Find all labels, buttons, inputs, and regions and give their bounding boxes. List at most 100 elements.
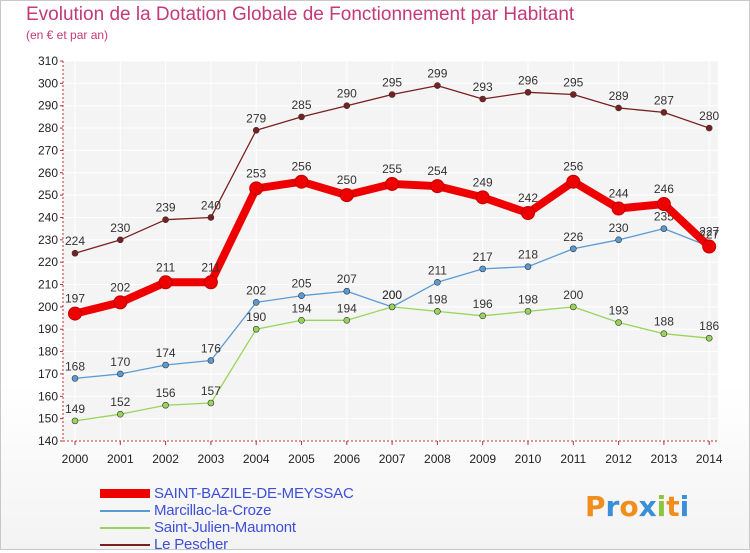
- legend-item: Saint-Julien-Maumont: [100, 519, 354, 536]
- data-point: [521, 206, 535, 220]
- data-point: [158, 275, 173, 290]
- data-point: [343, 316, 351, 324]
- y-tick-label: 240: [38, 210, 58, 224]
- data-point: [249, 181, 264, 196]
- data-label: 188: [654, 315, 674, 329]
- data-label: 170: [110, 355, 130, 369]
- y-tick-label: 280: [38, 121, 58, 135]
- data-label: 200: [382, 288, 402, 302]
- data-point: [479, 95, 487, 103]
- data-point: [615, 236, 622, 244]
- data-label: 254: [427, 164, 447, 178]
- data-point: [71, 249, 79, 257]
- y-tick-label: 250: [38, 188, 58, 202]
- legend-label: Marcillac-la-Croze: [154, 502, 272, 519]
- data-point: [430, 179, 445, 194]
- data-label: 218: [518, 248, 538, 262]
- y-tick-label: 170: [38, 367, 58, 381]
- data-point: [524, 263, 532, 270]
- data-point: [569, 245, 577, 253]
- data-point: [117, 370, 124, 378]
- data-label: 156: [156, 386, 176, 400]
- y-tick-label: 310: [38, 54, 58, 68]
- chart-subtitle: (en € et par an): [26, 28, 109, 42]
- data-point: [660, 225, 668, 232]
- y-tick-label: 210: [38, 278, 58, 292]
- data-label: 250: [337, 173, 357, 187]
- chart-title: Evolution de la Dotation Globale de Fonc…: [26, 4, 575, 25]
- data-label: 242: [518, 191, 538, 205]
- data-point: [705, 124, 713, 132]
- y-tick-label: 140: [38, 434, 58, 448]
- data-point: [68, 306, 82, 321]
- data-label: 198: [427, 292, 447, 306]
- x-tick-label: 2011: [560, 452, 586, 466]
- data-point: [524, 88, 532, 96]
- y-tick-label: 300: [38, 76, 58, 90]
- data-point: [611, 201, 626, 216]
- x-tick-label: 2001: [107, 452, 134, 466]
- x-tick-label: 2000: [62, 452, 89, 466]
- data-point: [566, 174, 581, 189]
- legend-item: Marcillac-la-Croze: [100, 502, 354, 519]
- data-label: 202: [246, 283, 266, 297]
- data-label: 230: [110, 221, 130, 235]
- data-point: [298, 292, 305, 300]
- data-point: [113, 295, 128, 310]
- data-label: 244: [609, 187, 629, 201]
- logo-letter: P: [585, 490, 606, 523]
- data-point: [71, 417, 79, 425]
- data-label: 249: [473, 175, 493, 189]
- x-tick-label: 2014: [696, 452, 723, 466]
- data-point: [479, 312, 487, 320]
- data-label: 149: [65, 402, 85, 416]
- data-point: [207, 357, 215, 364]
- data-label: 253: [246, 166, 266, 180]
- data-label: 290: [337, 87, 357, 101]
- data-label: 157: [201, 384, 221, 398]
- data-label: 239: [156, 201, 176, 215]
- data-point: [524, 308, 532, 315]
- data-point: [207, 399, 215, 407]
- legend-swatch: [100, 543, 150, 546]
- data-label: 211: [156, 260, 175, 274]
- data-label: 152: [110, 395, 130, 409]
- data-point: [615, 319, 622, 326]
- legend-label: Le Pescher: [154, 536, 228, 553]
- data-label: 289: [609, 89, 629, 103]
- data-point: [207, 214, 215, 221]
- data-label: 205: [291, 277, 311, 291]
- legend-label: SAINT-BAZILE-DE-MEYSSAC: [154, 485, 354, 502]
- data-point: [660, 330, 668, 338]
- data-label: 256: [563, 160, 583, 174]
- legend-label: Saint-Julien-Maumont: [154, 519, 296, 536]
- data-label: 224: [65, 234, 85, 248]
- data-point: [203, 275, 218, 290]
- data-label: 230: [609, 221, 629, 235]
- data-point: [434, 278, 441, 286]
- logo-letter: i: [679, 490, 690, 523]
- plot-area: [63, 61, 718, 441]
- data-label: 295: [382, 76, 402, 90]
- data-label: 207: [337, 272, 357, 286]
- data-label: 246: [654, 182, 674, 196]
- data-label: 285: [291, 98, 311, 112]
- data-point: [117, 236, 124, 244]
- data-point: [343, 102, 351, 110]
- data-label: 211: [201, 260, 220, 274]
- data-point: [162, 401, 169, 409]
- data-label: 295: [563, 76, 583, 90]
- data-label: 256: [291, 160, 311, 174]
- data-point: [298, 113, 305, 121]
- legend-swatch: [100, 509, 150, 512]
- x-tick-label: 2010: [515, 452, 542, 466]
- x-tick-label: 2013: [651, 452, 678, 466]
- data-point: [343, 287, 351, 295]
- data-point: [702, 239, 717, 254]
- x-tick-label: 2005: [288, 452, 315, 466]
- data-point: [615, 104, 622, 112]
- data-label: 296: [518, 73, 538, 87]
- x-tick-label: 2008: [424, 452, 451, 466]
- x-tick-label: 2004: [243, 452, 270, 466]
- data-label: 227: [699, 225, 719, 239]
